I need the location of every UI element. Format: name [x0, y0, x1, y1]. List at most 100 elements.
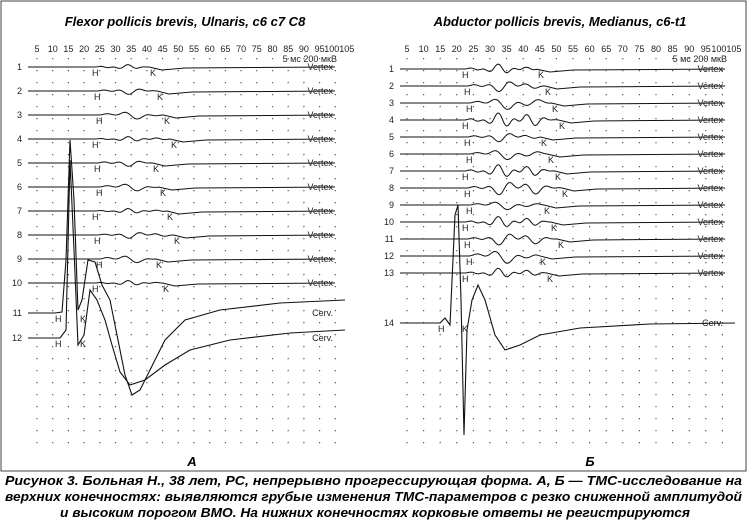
k-marker: K — [164, 116, 170, 126]
h-marker: H — [464, 240, 471, 250]
k-marker: K — [558, 240, 564, 250]
row-number: 1 — [17, 62, 22, 72]
tick-label: 75 — [634, 44, 644, 54]
tick-label: 30 — [485, 44, 495, 54]
h-marker: H — [462, 223, 469, 233]
row-number: 14 — [384, 318, 394, 328]
row-number: 9 — [17, 254, 22, 264]
tick-label: 45 — [158, 44, 168, 54]
tick-label: 10 — [48, 44, 58, 54]
row-number: 4 — [17, 134, 22, 144]
row-label: Vertex — [697, 115, 723, 125]
h-marker: H — [55, 339, 62, 349]
h-marker: H — [94, 92, 101, 102]
h-marker: H — [464, 87, 471, 97]
row-label: Vertex — [697, 183, 723, 193]
tick-label: 25 — [468, 44, 478, 54]
k-marker: K — [540, 257, 546, 267]
row-number: 7 — [17, 206, 22, 216]
row-label: Vertex — [307, 86, 333, 96]
caption-line: и высоким порогом ВМО. На нижних конечно… — [60, 506, 691, 520]
tick-label: 5 — [404, 44, 409, 54]
tick-label: 60 — [585, 44, 595, 54]
trace — [400, 215, 726, 228]
row-label: Cerv. — [312, 308, 333, 318]
trace — [400, 133, 726, 143]
k-marker: K — [80, 339, 86, 349]
tick-label: 75 — [252, 44, 262, 54]
h-marker: H — [92, 140, 99, 150]
tick-label: 90 — [684, 44, 694, 54]
tick-label: 40 — [142, 44, 152, 54]
tick-label: 60 — [205, 44, 215, 54]
tick-label: 55 — [568, 44, 578, 54]
row-label: Vertex — [697, 268, 723, 278]
row-label: Vertex — [697, 166, 723, 176]
tick-label: 95 — [701, 44, 711, 54]
row-number: 2 — [389, 81, 394, 91]
tick-label: 30 — [110, 44, 120, 54]
trace — [400, 81, 726, 93]
k-marker: K — [153, 164, 159, 174]
tick-label: 20 — [79, 44, 89, 54]
trace — [28, 159, 346, 386]
tick-label: 55 — [189, 44, 199, 54]
k-marker: K — [462, 324, 468, 334]
tick-label: 35 — [126, 44, 136, 54]
trace — [28, 207, 336, 215]
h-marker: H — [466, 155, 473, 165]
row-label: Vertex — [307, 206, 333, 216]
trace — [400, 150, 726, 161]
trace — [28, 111, 336, 120]
tick-label: 90 — [299, 44, 309, 54]
k-marker: K — [544, 206, 550, 216]
row-label: Vertex — [697, 81, 723, 91]
trace — [400, 204, 736, 436]
panel-title: Flexor pollicis brevis, Ulnaris, c6 c7 C… — [65, 14, 306, 29]
tick-label: 70 — [236, 44, 246, 54]
row-number: 5 — [389, 132, 394, 142]
k-marker: K — [545, 87, 551, 97]
row-label: Vertex — [307, 158, 333, 168]
trace — [28, 64, 336, 71]
trace — [400, 233, 726, 246]
tick-label: 10 — [419, 44, 429, 54]
tick-label: 35 — [502, 44, 512, 54]
trace — [400, 164, 726, 177]
k-marker: K — [160, 188, 166, 198]
h-marker: H — [462, 172, 469, 182]
row-number: 10 — [12, 278, 22, 288]
row-label: Vertex — [697, 217, 723, 227]
h-marker: H — [466, 257, 473, 267]
tick-label: 45 — [535, 44, 545, 54]
tick-label: 40 — [518, 44, 528, 54]
tick-label: 5 — [34, 44, 39, 54]
row-label: Vertex — [697, 132, 723, 142]
tick-label: 85 — [283, 44, 293, 54]
h-marker: H — [96, 188, 103, 198]
h-marker: H — [92, 212, 99, 222]
row-number: 3 — [17, 110, 22, 120]
tick-label: 20 — [452, 44, 462, 54]
caption-line: верхних конечностях: выявляются грубые и… — [5, 490, 742, 504]
h-marker: H — [466, 104, 473, 114]
row-number: 10 — [384, 217, 394, 227]
row-label: Vertex — [697, 251, 723, 261]
tick-label: 15 — [435, 44, 445, 54]
row-label: Vertex — [697, 234, 723, 244]
trace — [28, 136, 336, 143]
tick-label: 85 — [668, 44, 678, 54]
row-number: 8 — [17, 230, 22, 240]
k-marker: K — [157, 92, 163, 102]
row-label: Vertex — [307, 134, 333, 144]
tick-label: 65 — [601, 44, 611, 54]
h-marker: H — [96, 116, 103, 126]
row-number: 1 — [389, 64, 394, 74]
scale-label: 5 мс 200 мкВ — [673, 54, 727, 64]
h-marker: H — [92, 284, 99, 294]
row-number: 6 — [389, 149, 394, 159]
tick-label: 25 — [95, 44, 105, 54]
row-label: Vertex — [697, 98, 723, 108]
k-marker: K — [167, 212, 173, 222]
row-label: Vertex — [307, 254, 333, 264]
